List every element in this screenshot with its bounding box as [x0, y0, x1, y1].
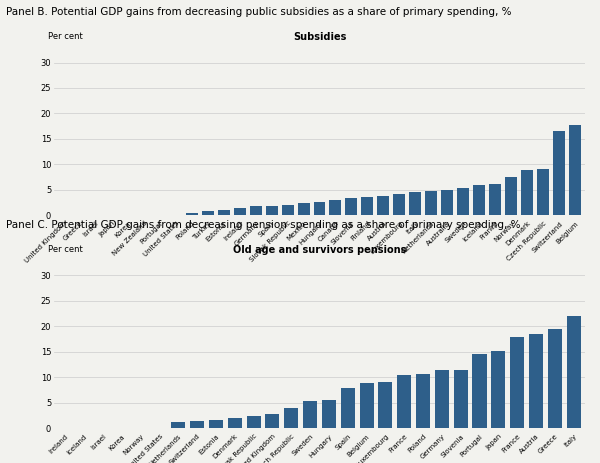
Text: Old age and survivors pensions: Old age and survivors pensions — [233, 245, 406, 256]
Bar — [473, 185, 485, 215]
Bar — [361, 197, 373, 215]
Bar — [569, 125, 581, 215]
Bar — [265, 413, 280, 428]
Bar — [281, 205, 293, 215]
Bar — [247, 416, 260, 428]
Bar — [233, 207, 245, 215]
Bar — [190, 420, 204, 428]
Bar — [566, 316, 581, 428]
Text: Subsidies: Subsidies — [293, 32, 346, 43]
Bar — [491, 351, 505, 428]
Bar — [379, 382, 392, 428]
Bar — [394, 194, 406, 215]
Bar — [171, 422, 185, 428]
Bar — [454, 369, 468, 428]
Bar — [218, 210, 230, 215]
Bar — [442, 190, 454, 215]
Bar — [202, 211, 214, 215]
Bar — [435, 370, 449, 428]
Bar — [425, 191, 437, 215]
Bar — [553, 131, 565, 215]
Bar — [548, 329, 562, 428]
Text: Per cent: Per cent — [48, 245, 83, 254]
Bar — [250, 206, 262, 215]
Bar — [490, 184, 502, 215]
Bar — [322, 400, 336, 428]
Bar — [397, 375, 411, 428]
Bar — [346, 199, 358, 215]
Bar — [457, 188, 469, 215]
Bar — [472, 355, 487, 428]
Bar — [505, 177, 517, 215]
Bar — [416, 374, 430, 428]
Text: Per cent: Per cent — [48, 32, 83, 41]
Bar — [538, 169, 550, 215]
Bar — [377, 196, 389, 215]
Bar — [228, 418, 242, 428]
Bar — [359, 383, 374, 428]
Bar — [209, 419, 223, 428]
Bar — [284, 408, 298, 428]
Bar — [329, 200, 341, 215]
Text: Panel B. Potential GDP gains from decreasing public subsidies as a share of prim: Panel B. Potential GDP gains from decrea… — [6, 7, 511, 17]
Bar — [303, 401, 317, 428]
Bar — [521, 170, 533, 215]
Bar — [529, 334, 543, 428]
Bar — [314, 202, 325, 215]
Text: Panel C. Potential GDP gains from decreasing pension spending as a share of prim: Panel C. Potential GDP gains from decrea… — [6, 220, 521, 230]
Bar — [510, 337, 524, 428]
Bar — [266, 206, 278, 215]
Bar — [341, 388, 355, 428]
Bar — [409, 192, 421, 215]
Bar — [185, 213, 197, 215]
Bar — [298, 203, 310, 215]
